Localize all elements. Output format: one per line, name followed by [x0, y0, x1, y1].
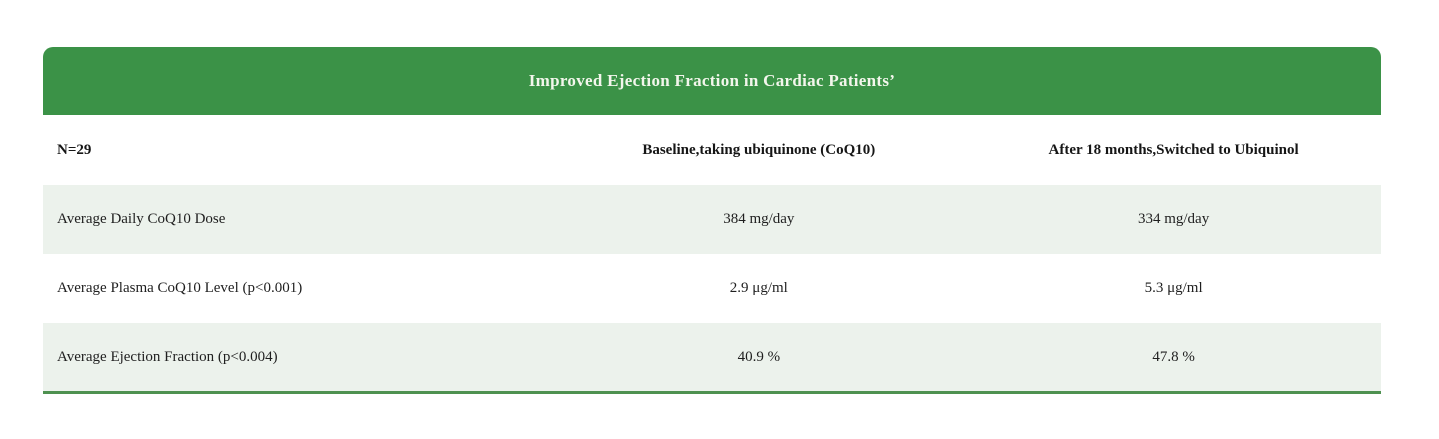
table-row-plasma-level: Average Plasma CoQ10 Level (p<0.001) 2.9… [43, 254, 1381, 323]
table-row-ejection-fraction: Average Ejection Fraction (p<0.004) 40.9… [43, 323, 1381, 391]
row-label: Average Ejection Fraction (p<0.004) [57, 348, 278, 365]
row-after-value: 334 mg/day [1137, 211, 1210, 227]
table-title-bar: Improved Ejection Fraction in Cardiac Pa… [43, 47, 1381, 115]
table-row-daily-dose: Average Daily CoQ10 Dose 384 mg/day 334 … [43, 185, 1381, 254]
row-after-value: 47.8 % [1152, 348, 1195, 365]
row-baseline-value: 40.9 % [737, 348, 781, 365]
row-label: Average Daily CoQ10 Dose [57, 211, 226, 227]
study-results-table: Improved Ejection Fraction in Cardiac Pa… [43, 47, 1381, 394]
table-header-row: N=29 Baseline,taking ubiquinone (CoQ10) … [43, 115, 1381, 185]
table-title: Improved Ejection Fraction in Cardiac Pa… [528, 71, 896, 90]
column-header-sample-size: N=29 [57, 141, 92, 158]
row-after-value: 5.3 μg/ml [1144, 280, 1203, 296]
row-label: Average Plasma CoQ10 Level (p<0.001) [57, 280, 303, 296]
column-header-after-18-months: After 18 months,Switched to Ubiquinol [1048, 141, 1299, 158]
row-baseline-value: 2.9 μg/ml [729, 280, 788, 296]
row-baseline-value: 384 mg/day [723, 211, 795, 227]
column-header-baseline: Baseline,taking ubiquinone (CoQ10) [642, 141, 876, 158]
